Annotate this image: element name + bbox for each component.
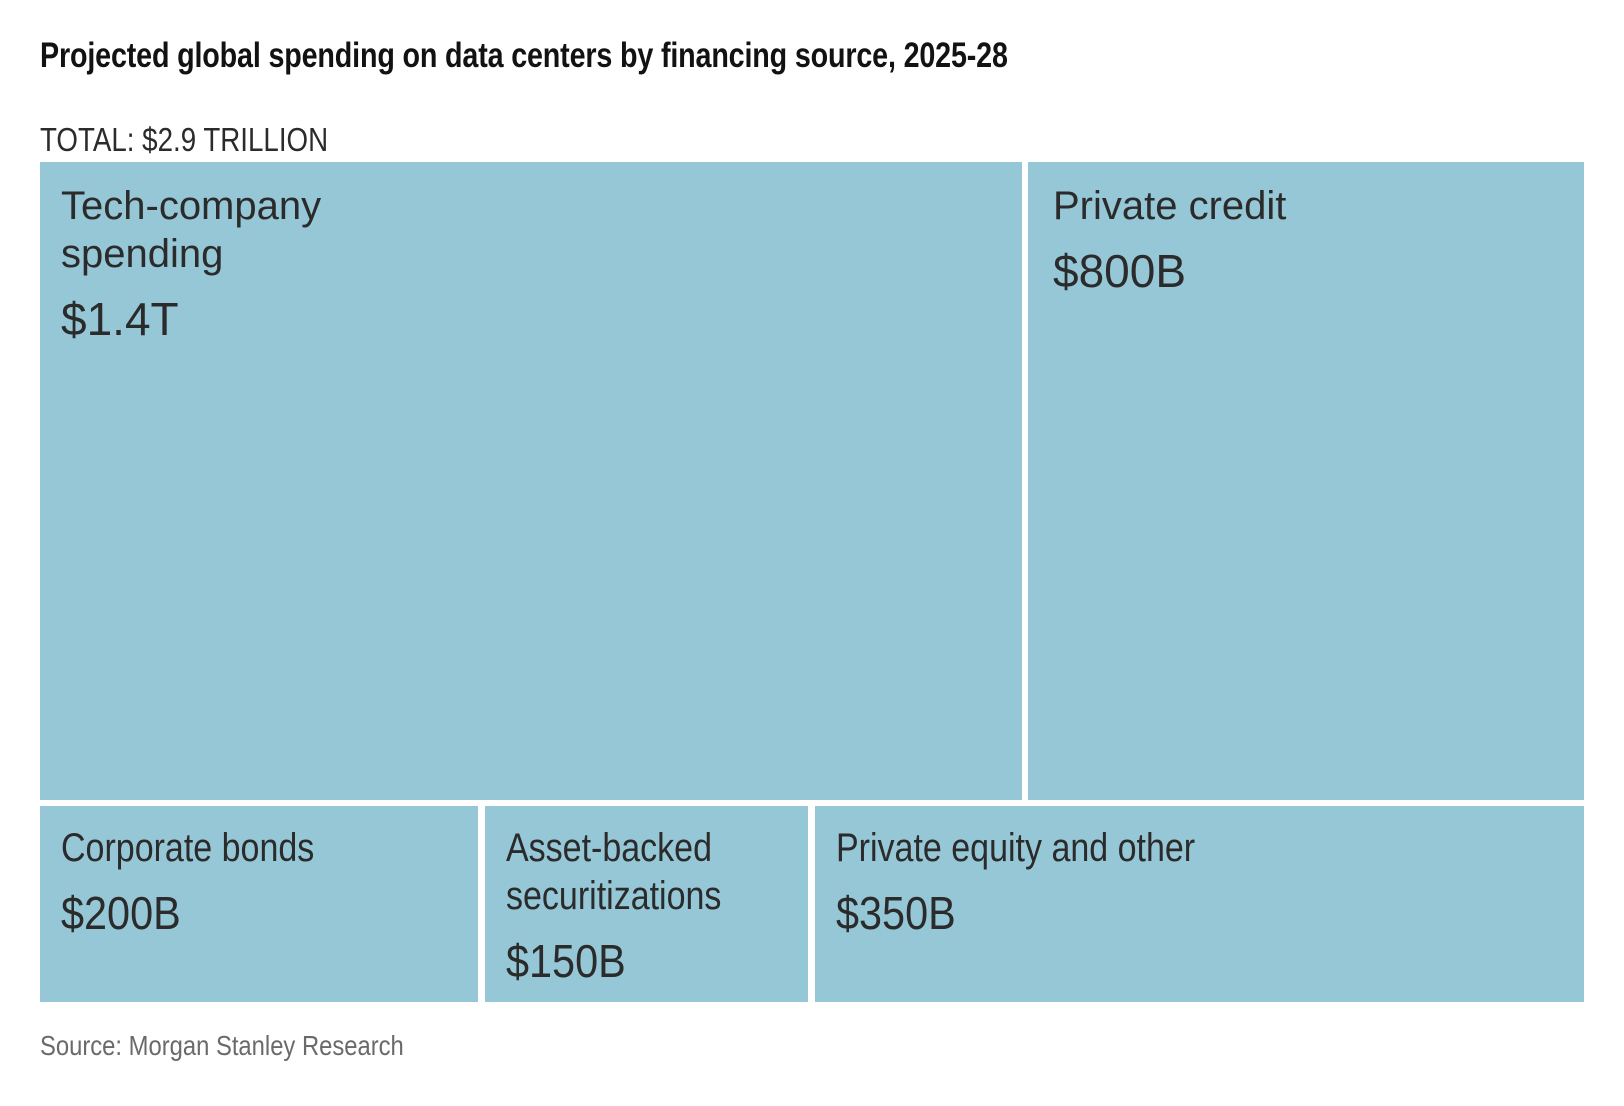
source-note: Source: Morgan Stanley Research [40, 1030, 404, 1061]
treemap-tile-private-equity-and-other: Private equity and other $350B [815, 806, 1584, 1002]
tile-value: $1.4T [61, 293, 179, 345]
treemap-chart: Tech-company spending $1.4T Private cred… [40, 162, 1584, 1002]
tile-value: $200B [61, 887, 181, 939]
tile-value: $150B [506, 935, 626, 987]
tile-value: $800B [1053, 245, 1187, 297]
tile-label-line1: Private credit [1053, 184, 1287, 228]
tile-label-line2: spending [61, 232, 224, 276]
treemap-tile-private-credit: Private credit $800B [1028, 162, 1584, 800]
total-label: TOTAL: $2.9 TRILLION [40, 121, 329, 158]
tile-label-line1: Private equity and other [836, 826, 1196, 870]
chart-title: Projected global spending on data center… [40, 36, 1008, 75]
treemap-tile-corporate-bonds: Corporate bonds $200B [40, 806, 478, 1002]
treemap-tile-tech-company-spending: Tech-company spending $1.4T [40, 162, 1022, 800]
tile-label-line1: Asset-backed [506, 826, 712, 870]
treemap-tile-asset-backed-securitizations: Asset-backed securitizations $150B [485, 806, 808, 1002]
tile-label-line2: securitizations [506, 874, 722, 918]
tile-label-line1: Corporate bonds [61, 826, 315, 870]
tile-value: $350B [836, 887, 956, 939]
tile-label-line1: Tech-company [61, 184, 322, 228]
